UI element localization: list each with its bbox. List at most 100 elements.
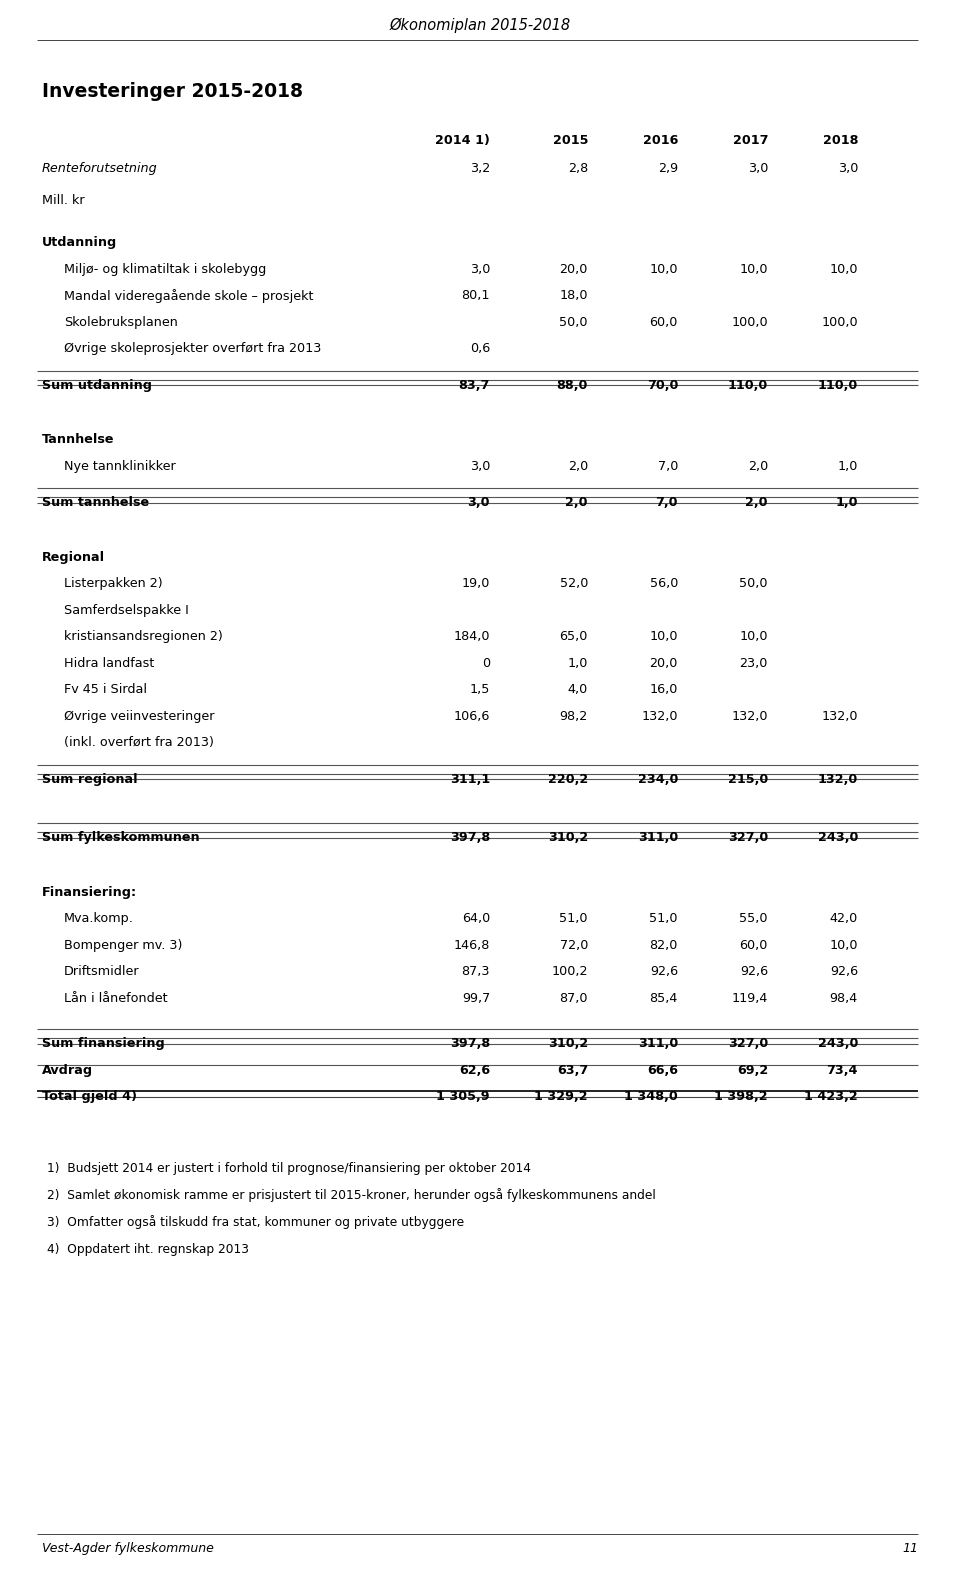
- Text: 2016: 2016: [642, 134, 678, 147]
- Text: 63,7: 63,7: [557, 1064, 588, 1076]
- Text: 73,4: 73,4: [827, 1064, 858, 1076]
- Text: Sum tannhelse: Sum tannhelse: [42, 496, 149, 509]
- Text: 100,0: 100,0: [822, 315, 858, 328]
- Text: 87,3: 87,3: [462, 965, 490, 979]
- Text: 311,0: 311,0: [637, 831, 678, 845]
- Text: 85,4: 85,4: [650, 991, 678, 1004]
- Text: Avdrag: Avdrag: [42, 1064, 93, 1076]
- Text: 69,2: 69,2: [736, 1064, 768, 1076]
- Text: 2018: 2018: [823, 134, 858, 147]
- Text: Samferdselspakke I: Samferdselspakke I: [64, 604, 189, 616]
- Text: 3,0: 3,0: [468, 496, 490, 509]
- Text: 72,0: 72,0: [560, 938, 588, 952]
- Text: 66,6: 66,6: [647, 1064, 678, 1076]
- Text: 51,0: 51,0: [560, 913, 588, 925]
- Text: Finansiering:: Finansiering:: [42, 886, 137, 898]
- Text: Renteforutsetning: Renteforutsetning: [42, 162, 157, 175]
- Text: 3,0: 3,0: [469, 263, 490, 276]
- Text: 311,1: 311,1: [449, 772, 490, 785]
- Text: 132,0: 132,0: [822, 709, 858, 722]
- Text: 2,9: 2,9: [658, 162, 678, 175]
- Text: 2014 1): 2014 1): [435, 134, 490, 147]
- Text: 70,0: 70,0: [647, 378, 678, 391]
- Text: 52,0: 52,0: [560, 577, 588, 589]
- Text: 327,0: 327,0: [728, 831, 768, 845]
- Text: 106,6: 106,6: [454, 709, 490, 722]
- Text: 110,0: 110,0: [818, 378, 858, 391]
- Text: 83,7: 83,7: [459, 378, 490, 391]
- Text: 220,2: 220,2: [548, 772, 588, 785]
- Text: 80,1: 80,1: [462, 288, 490, 303]
- Text: 3,0: 3,0: [748, 162, 768, 175]
- Text: Mva.komp.: Mva.komp.: [64, 913, 133, 925]
- Text: kristiansandsregionen 2): kristiansandsregionen 2): [64, 630, 223, 643]
- Text: 100,0: 100,0: [732, 315, 768, 328]
- Text: 50,0: 50,0: [739, 577, 768, 589]
- Text: 146,8: 146,8: [454, 938, 490, 952]
- Text: 2,0: 2,0: [567, 460, 588, 473]
- Text: 10,0: 10,0: [650, 263, 678, 276]
- Text: 4)  Oppdatert iht. regnskap 2013: 4) Oppdatert iht. regnskap 2013: [47, 1242, 249, 1256]
- Text: 98,4: 98,4: [829, 991, 858, 1004]
- Text: Øvrige skoleprosjekter overført fra 2013: Øvrige skoleprosjekter overført fra 2013: [64, 342, 322, 355]
- Text: Sum regional: Sum regional: [42, 772, 137, 785]
- Text: 51,0: 51,0: [650, 913, 678, 925]
- Text: 2015: 2015: [553, 134, 588, 147]
- Text: Hidra landfast: Hidra landfast: [64, 657, 155, 670]
- Text: 10,0: 10,0: [829, 938, 858, 952]
- Text: 2,8: 2,8: [567, 162, 588, 175]
- Text: Øvrige veiinvesteringer: Øvrige veiinvesteringer: [64, 709, 214, 722]
- Text: 397,8: 397,8: [449, 1037, 490, 1050]
- Text: 60,0: 60,0: [739, 938, 768, 952]
- Text: 119,4: 119,4: [732, 991, 768, 1004]
- Text: Driftsmidler: Driftsmidler: [64, 965, 139, 979]
- Text: Skolebruksplanen: Skolebruksplanen: [64, 315, 178, 328]
- Text: 397,8: 397,8: [449, 831, 490, 845]
- Text: 2,0: 2,0: [565, 496, 588, 509]
- Text: 62,6: 62,6: [459, 1064, 490, 1076]
- Text: Mill. kr: Mill. kr: [42, 194, 84, 206]
- Text: 0: 0: [482, 657, 490, 670]
- Text: 132,0: 132,0: [732, 709, 768, 722]
- Text: 7,0: 7,0: [658, 460, 678, 473]
- Text: Sum utdanning: Sum utdanning: [42, 378, 152, 391]
- Text: 2017: 2017: [732, 134, 768, 147]
- Text: 98,2: 98,2: [560, 709, 588, 722]
- Text: 1 329,2: 1 329,2: [535, 1091, 588, 1103]
- Text: 132,0: 132,0: [641, 709, 678, 722]
- Text: 20,0: 20,0: [560, 263, 588, 276]
- Text: 215,0: 215,0: [728, 772, 768, 785]
- Text: Regional: Regional: [42, 550, 106, 564]
- Text: 1)  Budsjett 2014 er justert i forhold til prognose/finansiering per oktober 201: 1) Budsjett 2014 er justert i forhold ti…: [47, 1162, 531, 1174]
- Text: 42,0: 42,0: [829, 913, 858, 925]
- Text: 243,0: 243,0: [818, 831, 858, 845]
- Text: 3,0: 3,0: [838, 162, 858, 175]
- Text: 2)  Samlet økonomisk ramme er prisjustert til 2015-kroner, herunder også fylkesk: 2) Samlet økonomisk ramme er prisjustert…: [47, 1188, 656, 1202]
- Text: 1,0: 1,0: [567, 657, 588, 670]
- Text: 327,0: 327,0: [728, 1037, 768, 1050]
- Text: 92,6: 92,6: [650, 965, 678, 979]
- Text: 4,0: 4,0: [567, 682, 588, 697]
- Text: 11: 11: [902, 1541, 918, 1556]
- Text: 1 398,2: 1 398,2: [714, 1091, 768, 1103]
- Text: 92,6: 92,6: [829, 965, 858, 979]
- Text: Total gjeld 4): Total gjeld 4): [42, 1091, 137, 1103]
- Text: 88,0: 88,0: [557, 378, 588, 391]
- Text: 1,0: 1,0: [835, 496, 858, 509]
- Text: Sum finansiering: Sum finansiering: [42, 1037, 165, 1050]
- Text: 110,0: 110,0: [728, 378, 768, 391]
- Text: 132,0: 132,0: [818, 772, 858, 785]
- Text: 64,0: 64,0: [462, 913, 490, 925]
- Text: Tannhelse: Tannhelse: [42, 433, 114, 446]
- Text: Bompenger mv. 3): Bompenger mv. 3): [64, 938, 182, 952]
- Text: 23,0: 23,0: [739, 657, 768, 670]
- Text: 10,0: 10,0: [650, 630, 678, 643]
- Text: 1 423,2: 1 423,2: [804, 1091, 858, 1103]
- Text: 2,0: 2,0: [748, 460, 768, 473]
- Text: Mandal videregaående skole – prosjekt: Mandal videregaående skole – prosjekt: [64, 288, 314, 303]
- Text: (inkl. overført fra 2013): (inkl. overført fra 2013): [64, 736, 214, 749]
- Text: 19,0: 19,0: [462, 577, 490, 589]
- Text: 10,0: 10,0: [739, 630, 768, 643]
- Text: Sum fylkeskommunen: Sum fylkeskommunen: [42, 831, 200, 845]
- Text: 310,2: 310,2: [548, 1037, 588, 1050]
